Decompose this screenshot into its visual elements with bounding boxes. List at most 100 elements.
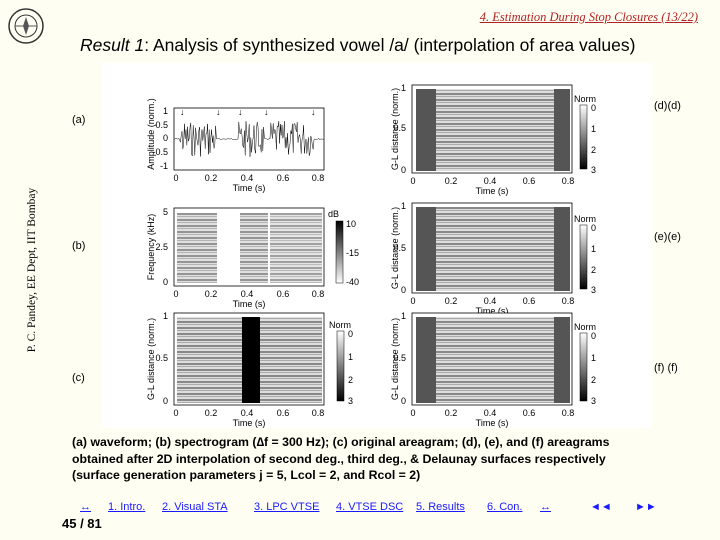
title-result-label: Result 1 — [80, 35, 145, 55]
section-header-link[interactable]: 4. Estimation During Stop Closures (13/2… — [479, 10, 698, 24]
d-xlabel: Time (s) — [476, 186, 509, 196]
plot-a-waveform: ↓ ↓ ↓ ↓ ↓ Amplitude (norm.) 1 0.5 0 -0.5 -1… — [146, 98, 325, 193]
e-xtick-08: 0.8 — [562, 296, 575, 306]
d-cb-2: 2 — [591, 145, 596, 155]
e-cb-3: 3 — [591, 285, 596, 295]
b-xtick-06: 0.6 — [277, 289, 290, 299]
c-xtick-04: 0.4 — [241, 408, 254, 418]
amp-ylabel: Amplitude (norm.) — [146, 98, 156, 170]
a-xlabel: Time (s) — [233, 183, 266, 193]
f-ylabel: G-L distance (norm.) — [390, 318, 400, 400]
c-cb-3: 3 — [348, 396, 353, 406]
label-f: (f) (f) — [654, 362, 678, 374]
c-ytick-1: 1 — [163, 311, 168, 321]
e-xtick-04: 0.4 — [484, 296, 497, 306]
db-tick-m40: -40 — [346, 277, 359, 287]
svg-text:↓: ↓ — [311, 107, 316, 117]
amp-tick-m1: -1 — [160, 161, 168, 171]
b-xtick-0: 0 — [173, 289, 178, 299]
d-ytick-0: 0 — [401, 165, 406, 175]
svg-text:↓: ↓ — [180, 107, 185, 117]
f-xtick-02: 0.2 — [445, 408, 458, 418]
nav-conclusion-link[interactable]: 6. Con. — [487, 501, 523, 513]
e-ytick-05: 0.5 — [393, 243, 406, 253]
d-xtick-08: 0.8 — [562, 176, 575, 186]
c-norm-colorbar — [336, 330, 345, 402]
f-ytick-0: 0 — [401, 396, 406, 406]
figure-caption: (a) waveform; (b) spectrogram (∆f = 300 … — [72, 434, 692, 484]
a-xtick-0: 0 — [173, 173, 178, 183]
f-cb-2: 2 — [591, 375, 596, 385]
freq-tick-0: 0 — [163, 277, 168, 287]
nav-results-link[interactable]: 5. Results — [416, 501, 465, 513]
caption-line-3: (surface generation parameters j = 5, Lc… — [72, 468, 421, 482]
e-norm-label: Norm — [574, 214, 596, 224]
f-xtick-04: 0.4 — [484, 408, 497, 418]
d-xtick-0: 0 — [410, 176, 415, 186]
nav-lpc-vtse-link[interactable]: 3. LPC VTSE — [254, 501, 320, 513]
f-ytick-05: 0.5 — [393, 353, 406, 363]
f-norm-label: Norm — [574, 322, 596, 332]
slide-title: Result 1: Analysis of synthesized vowel … — [36, 33, 676, 58]
plot-b-spectrogram: Frequency (kHz) 5 2.5 0 dB 10 -15 -40 0 … — [146, 207, 359, 309]
f-cb-3: 3 — [591, 396, 596, 406]
c-ylabel: G-L distance (norm.) — [146, 318, 156, 400]
f-xtick-0: 0 — [410, 408, 415, 418]
c-norm-label: Norm — [329, 320, 351, 330]
amp-tick-1: 1 — [163, 106, 168, 116]
figure-plots: ↓ ↓ ↓ ↓ ↓ Amplitude (norm.) 1 0.5 0 -0.5 -1… — [146, 83, 596, 428]
c-ytick-05: 0.5 — [155, 353, 168, 363]
db-tick-m15: -15 — [346, 248, 359, 258]
a-xtick-04: 0.4 — [241, 173, 254, 183]
b-xtick-08: 0.8 — [312, 289, 325, 299]
iit-logo-icon — [8, 8, 44, 44]
c-xtick-06: 0.6 — [277, 408, 290, 418]
db-tick-10: 10 — [346, 219, 356, 229]
e-norm-colorbar — [579, 224, 588, 290]
d-norm-colorbar — [579, 104, 588, 170]
page-number: 45 / 81 — [62, 516, 102, 531]
waveform-trace — [173, 120, 324, 157]
nav-next-button[interactable]: ►► — [635, 501, 657, 513]
a-xtick-02: 0.2 — [205, 173, 218, 183]
c-xtick-02: 0.2 — [205, 408, 218, 418]
c-cb-2: 2 — [348, 375, 353, 385]
e-cb-1: 1 — [591, 244, 596, 254]
e-xtick-02: 0.2 — [445, 296, 458, 306]
amp-tick-0: 0 — [163, 133, 168, 143]
f-xlabel: Time (s) — [476, 418, 509, 428]
plot-c-areagram: Norm 0 1 2 3 G-L distance (norm.) 1 0.5 … — [146, 311, 353, 428]
b-xtick-04: 0.4 — [241, 289, 254, 299]
label-d: (d)(d) — [654, 100, 681, 112]
nav-home-link[interactable]: ↔ — [80, 501, 91, 513]
label-a: (a) — [72, 114, 86, 126]
nav-vtse-dsc-link[interactable]: 4. VTSE DSC — [336, 501, 404, 513]
e-ytick-0: 0 — [401, 285, 406, 295]
svg-text:↓: ↓ — [264, 107, 269, 117]
plot-d-areagram: Norm 0 1 2 3 G-L distance (norm.) 1 0.5 … — [390, 83, 596, 196]
a-xtick-08: 0.8 — [312, 173, 325, 183]
label-e: (e)(e) — [654, 231, 681, 243]
f-cb-0: 0 — [591, 331, 596, 341]
e-ytick-1: 1 — [401, 201, 406, 211]
e-ylabel: G-L distance (norm.) — [390, 207, 400, 289]
amp-tick-05: 0.5 — [155, 120, 168, 130]
nav-visual-sta-link[interactable]: 2. Visual STA — [162, 501, 228, 513]
e-cb-0: 0 — [591, 223, 596, 233]
f-ytick-1: 1 — [401, 311, 406, 321]
svg-text:↓: ↓ — [216, 107, 221, 117]
title-description: : Analysis of synthesized vowel /a/ (int… — [144, 35, 636, 55]
d-cb-0: 0 — [591, 103, 596, 113]
nav-back-link[interactable]: ↔ — [540, 501, 551, 513]
f-norm-colorbar — [579, 332, 588, 402]
amp-tick-m05: -0.5 — [152, 147, 168, 157]
d-xtick-02: 0.2 — [445, 176, 458, 186]
nav-prev-button[interactable]: ◄◄ — [590, 501, 612, 513]
db-colorbar — [335, 220, 344, 284]
a-xtick-06: 0.6 — [277, 173, 290, 183]
caption-line-1: (a) waveform; (b) spectrogram (∆f = 300 … — [72, 435, 610, 449]
label-b: (b) — [72, 240, 86, 252]
db-label: dB — [328, 209, 339, 219]
d-ytick-05: 0.5 — [393, 123, 406, 133]
nav-intro-link[interactable]: 1. Intro. — [108, 501, 146, 513]
